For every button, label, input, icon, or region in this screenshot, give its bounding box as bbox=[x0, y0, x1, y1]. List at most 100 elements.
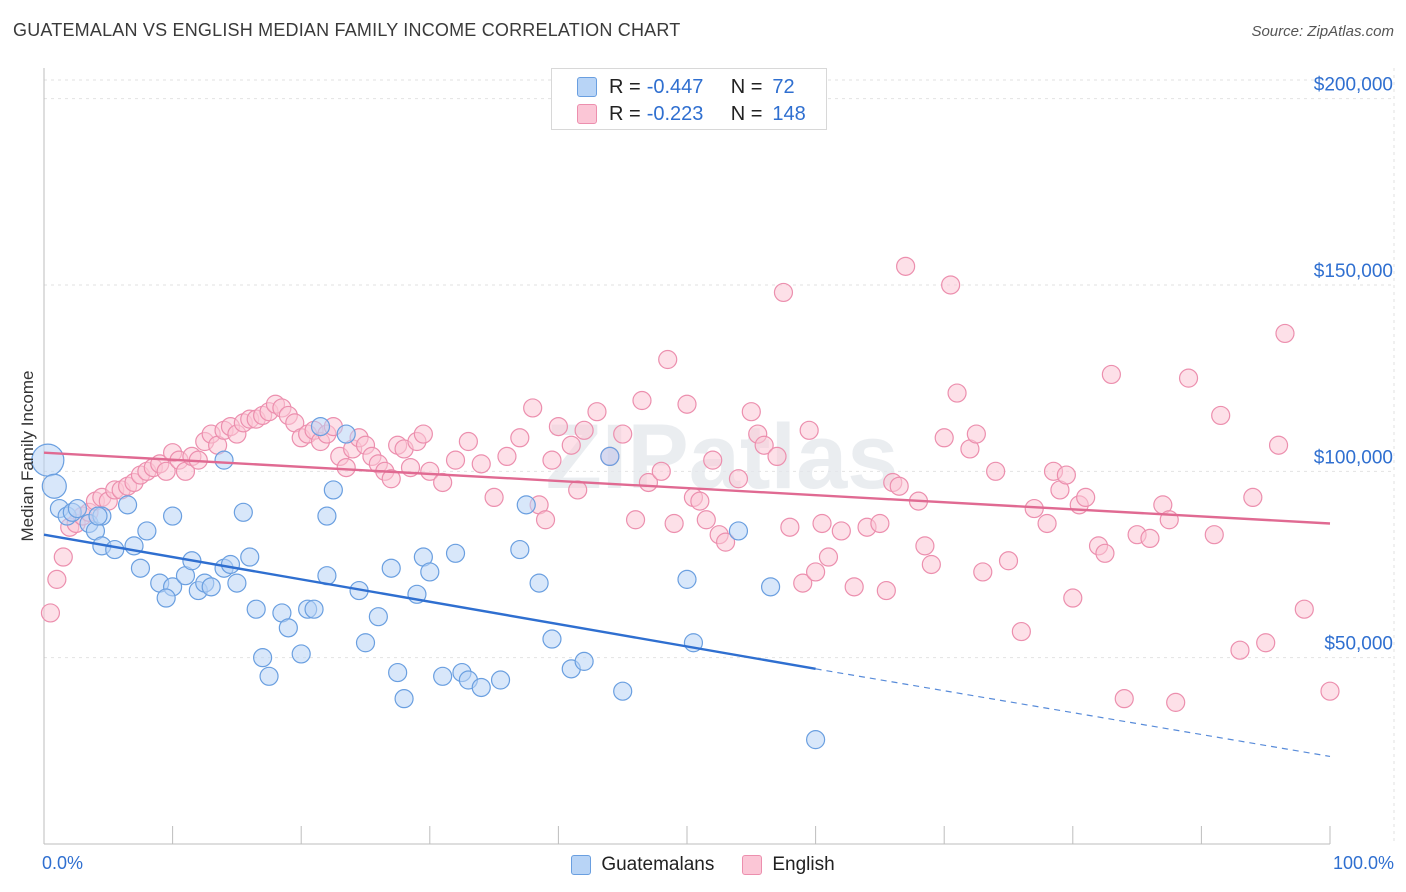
source-label: Source: ZipAtlas.com bbox=[1251, 23, 1394, 40]
data-point bbox=[1275, 323, 1295, 344]
data-point bbox=[870, 513, 890, 534]
data-point bbox=[625, 510, 646, 530]
data-point bbox=[728, 469, 749, 489]
data-point bbox=[986, 461, 1006, 481]
legend-row-english: R = -0.223 N = 148 bbox=[577, 101, 806, 127]
data-point bbox=[381, 469, 401, 489]
data-point bbox=[1037, 513, 1057, 534]
data-point bbox=[214, 450, 234, 470]
legend-item-guatemalans[interactable]: Guatemalans bbox=[571, 854, 714, 876]
data-point bbox=[896, 256, 916, 276]
data-point bbox=[323, 480, 343, 500]
data-point bbox=[253, 648, 273, 668]
data-point bbox=[523, 398, 543, 418]
data-point bbox=[47, 569, 67, 589]
legend-item-english[interactable]: English bbox=[742, 854, 835, 876]
data-point bbox=[632, 390, 652, 411]
data-point bbox=[677, 394, 697, 414]
data-point bbox=[915, 536, 935, 556]
data-point bbox=[812, 513, 832, 534]
data-point bbox=[156, 588, 176, 608]
data-point bbox=[433, 472, 453, 493]
data-point bbox=[973, 562, 993, 582]
english-trend-line bbox=[43, 451, 1331, 525]
data-point bbox=[998, 551, 1019, 571]
data-point bbox=[966, 424, 986, 444]
data-point bbox=[490, 670, 511, 690]
data-point bbox=[484, 487, 504, 508]
data-point bbox=[53, 547, 73, 567]
data-point bbox=[420, 461, 440, 481]
guatemalan-trend-extension bbox=[815, 668, 1331, 758]
data-point bbox=[613, 424, 633, 444]
data-point bbox=[420, 562, 440, 582]
data-point bbox=[1095, 543, 1115, 563]
axes bbox=[43, 68, 1331, 845]
data-point bbox=[844, 577, 864, 597]
data-point bbox=[1211, 405, 1231, 426]
legend-label-guatemalans: Guatemalans bbox=[601, 854, 715, 875]
data-point bbox=[1140, 528, 1160, 549]
data-point bbox=[934, 428, 954, 448]
data-point bbox=[818, 547, 839, 567]
data-point bbox=[88, 506, 108, 526]
data-point bbox=[805, 562, 826, 582]
data-point bbox=[310, 416, 331, 437]
trend-lines bbox=[43, 451, 1331, 758]
y-axis-label: Median Family Income bbox=[18, 370, 37, 542]
data-point bbox=[535, 510, 556, 530]
y-tick-label: $100,000 bbox=[1314, 447, 1393, 468]
n-label: N = bbox=[730, 75, 763, 98]
data-point bbox=[1230, 640, 1250, 660]
data-point bbox=[516, 495, 536, 515]
data-point bbox=[227, 573, 247, 593]
data-point bbox=[156, 461, 176, 481]
data-point bbox=[291, 644, 311, 664]
data-point bbox=[561, 435, 581, 455]
data-point bbox=[587, 402, 607, 422]
n-value: 148 bbox=[772, 102, 806, 125]
data-point bbox=[40, 603, 61, 623]
data-point bbox=[355, 633, 376, 653]
data-point bbox=[368, 607, 388, 627]
data-point bbox=[574, 420, 594, 440]
data-point bbox=[1268, 435, 1289, 455]
r-value: -0.447 bbox=[646, 75, 704, 98]
data-point bbox=[220, 554, 241, 575]
data-point bbox=[696, 510, 716, 530]
data-point bbox=[304, 599, 324, 619]
data-point bbox=[471, 677, 491, 698]
data-point bbox=[117, 495, 138, 515]
data-point bbox=[805, 730, 826, 750]
watermark: ZIPatlas bbox=[546, 406, 899, 508]
data-point bbox=[664, 513, 684, 534]
data-point bbox=[105, 539, 125, 560]
n-value: 72 bbox=[772, 75, 795, 98]
y-tick-label: $200,000 bbox=[1314, 75, 1393, 96]
data-point bbox=[1294, 599, 1314, 619]
data-point bbox=[510, 539, 530, 560]
data-point bbox=[41, 473, 67, 499]
x-tick-max: 100.0% bbox=[1332, 853, 1394, 873]
data-point bbox=[1063, 588, 1083, 608]
data-point bbox=[613, 681, 633, 701]
data-point bbox=[445, 450, 466, 470]
data-point bbox=[568, 480, 588, 500]
guatemalan-trend-line bbox=[43, 533, 816, 671]
correlation-legend: R = -0.447 N = 72 R = -0.223 N = 148 bbox=[551, 68, 827, 130]
guatemalan-points bbox=[31, 416, 826, 750]
data-point bbox=[433, 666, 453, 686]
blue-swatch bbox=[577, 77, 597, 97]
data-point bbox=[1166, 692, 1186, 712]
data-point bbox=[1204, 525, 1224, 545]
data-point bbox=[1243, 487, 1263, 508]
data-point bbox=[889, 476, 909, 496]
data-point bbox=[497, 446, 517, 467]
data-point bbox=[240, 547, 260, 567]
data-point bbox=[413, 424, 433, 444]
data-point bbox=[1256, 633, 1276, 653]
data-point bbox=[445, 543, 466, 563]
x-tick-min: 0.0% bbox=[42, 853, 84, 873]
data-point bbox=[529, 573, 549, 593]
data-point bbox=[336, 424, 356, 444]
